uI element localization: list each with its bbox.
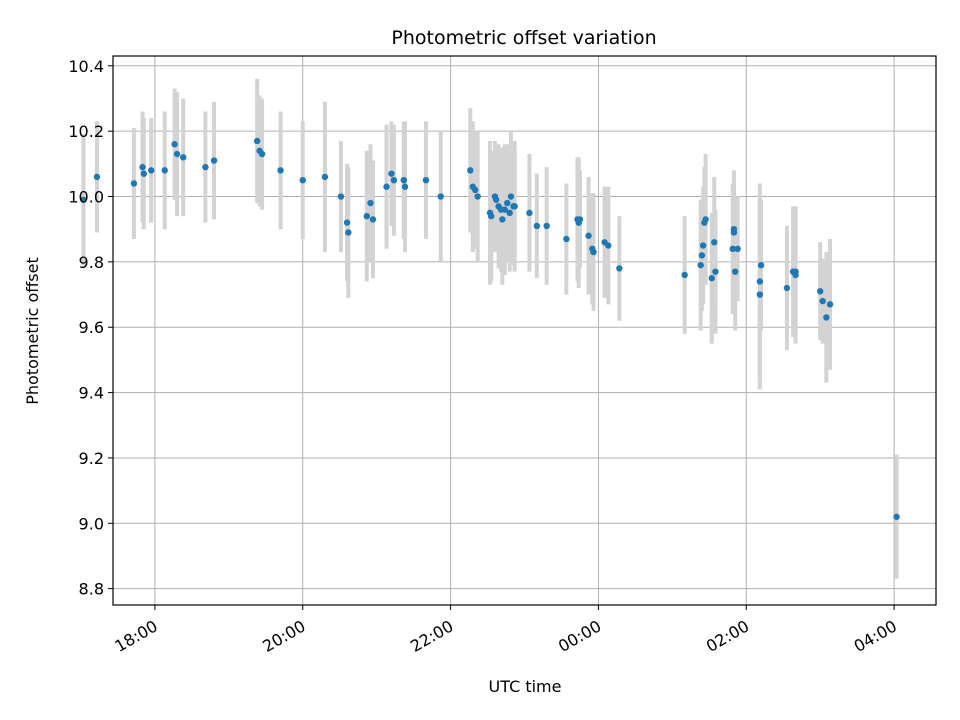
y-tick-label: 9.6 — [79, 318, 104, 337]
data-point — [731, 268, 739, 275]
data-point — [511, 203, 518, 210]
data-point — [369, 216, 377, 223]
data-point — [756, 278, 764, 285]
data-point — [337, 193, 345, 200]
data-point — [474, 193, 481, 200]
data-point — [147, 167, 155, 174]
data-point — [526, 209, 533, 217]
y-tick-label: 8.8 — [79, 580, 104, 599]
data-point — [173, 150, 181, 158]
grid — [113, 56, 936, 605]
data-point — [383, 183, 390, 190]
data-point — [422, 176, 430, 184]
data-point — [390, 176, 398, 184]
y-tick-label: 10.4 — [68, 57, 104, 76]
data-point — [605, 242, 612, 249]
data-point — [711, 239, 718, 246]
data-point — [400, 176, 407, 184]
data-point — [499, 216, 506, 223]
y-tick-label: 10.2 — [68, 122, 104, 141]
data-points — [80, 137, 900, 520]
data-point — [367, 199, 374, 207]
data-point — [80, 196, 87, 203]
y-tick-label: 9.0 — [79, 514, 104, 533]
data-point — [697, 261, 704, 269]
data-point — [492, 196, 500, 203]
x-tick-label: 02:00 — [703, 616, 752, 656]
data-point — [467, 167, 474, 174]
data-point — [708, 275, 715, 282]
axis-ticks: 18:00 20:00 22:00 00:00 02:00 04:00 8.8 9.0 9.2 9… — [68, 57, 900, 656]
data-point — [616, 265, 623, 272]
data-point — [734, 245, 741, 253]
y-tick-label: 9.2 — [79, 449, 104, 468]
data-point — [757, 261, 765, 269]
x-tick-label: 18:00 — [111, 616, 160, 656]
data-point — [533, 222, 541, 230]
x-tick-label: 22:00 — [407, 616, 456, 656]
data-point — [893, 513, 900, 520]
data-point — [388, 170, 395, 177]
data-point — [140, 170, 148, 177]
data-point — [702, 216, 709, 223]
data-point — [783, 284, 791, 292]
data-point — [699, 242, 707, 249]
data-point — [130, 180, 138, 187]
data-point — [321, 173, 329, 181]
y-tick-label: 9.8 — [79, 253, 104, 272]
data-point — [543, 222, 550, 230]
x-tick-label: 20:00 — [259, 616, 308, 656]
data-point — [253, 137, 261, 145]
data-point — [563, 235, 570, 243]
data-point — [826, 301, 834, 308]
data-point — [712, 268, 719, 275]
data-point — [343, 219, 351, 226]
data-point — [210, 157, 218, 164]
data-point — [93, 173, 101, 181]
data-point — [180, 154, 187, 161]
data-point — [363, 212, 370, 220]
data-point — [488, 212, 495, 220]
data-point — [585, 232, 592, 239]
data-point — [730, 229, 738, 236]
plot-frame — [112, 55, 937, 606]
data-point — [501, 206, 508, 213]
data-point — [202, 163, 209, 171]
data-point — [472, 186, 479, 194]
data-point — [816, 288, 824, 295]
x-tick-label: 04:00 — [851, 616, 900, 656]
data-point — [756, 291, 764, 298]
data-point — [576, 216, 584, 223]
y-axis-label: Photometric offset — [23, 257, 42, 405]
data-point — [823, 314, 830, 321]
data-point — [819, 297, 826, 305]
data-point — [504, 199, 511, 207]
y-tick-label: 9.4 — [79, 384, 104, 403]
data-point — [792, 271, 799, 279]
data-point — [590, 248, 597, 256]
data-point — [277, 167, 284, 174]
data-point — [506, 209, 513, 217]
x-axis-label: UTC time — [489, 677, 562, 696]
data-point — [507, 193, 515, 200]
data-point — [698, 252, 706, 259]
data-point — [161, 167, 168, 174]
y-tick-label: 10.0 — [68, 188, 104, 207]
data-point — [401, 183, 409, 190]
data-point — [139, 163, 146, 171]
data-point — [345, 229, 352, 236]
data-point — [437, 193, 444, 200]
data-point — [681, 271, 688, 279]
x-tick-label: 00:00 — [555, 616, 604, 656]
data-point — [171, 141, 178, 148]
data-point — [258, 150, 266, 158]
data-point — [299, 176, 306, 184]
data-point — [729, 245, 736, 253]
chart-title: Photometric offset variation — [391, 27, 656, 49]
error-bars — [81, 78, 899, 579]
